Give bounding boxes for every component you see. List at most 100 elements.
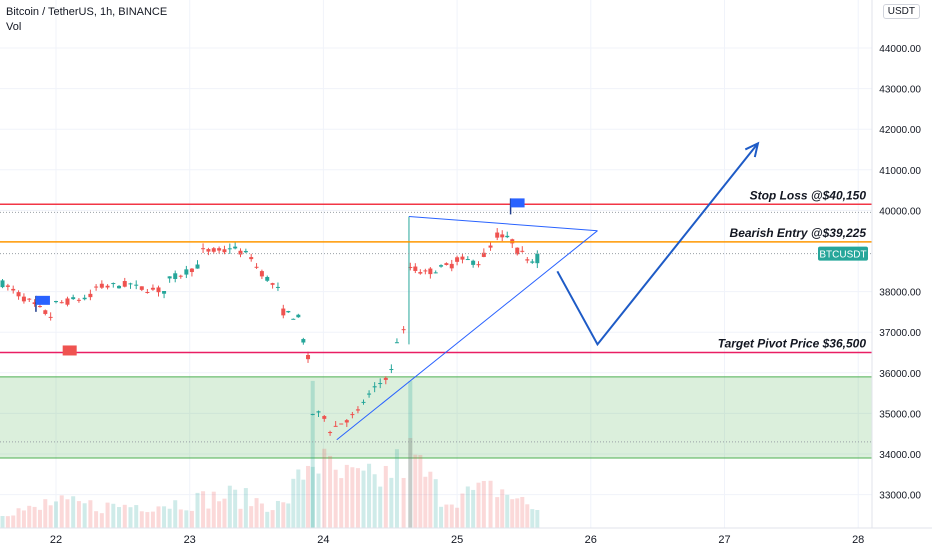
candle-body[interactable] <box>16 292 21 297</box>
candle-body[interactable] <box>21 296 26 302</box>
candlestick-series[interactable] <box>0 216 540 436</box>
candle-body[interactable] <box>117 285 122 289</box>
candle-body[interactable] <box>476 264 481 266</box>
candle-body[interactable] <box>201 248 206 250</box>
candle-body[interactable] <box>515 247 520 255</box>
candle-body[interactable] <box>184 269 189 275</box>
candle-body[interactable] <box>48 316 53 318</box>
candle-body[interactable] <box>173 273 178 279</box>
candle-body[interactable] <box>270 283 275 285</box>
candle-body[interactable] <box>222 249 227 253</box>
candle-body[interactable] <box>265 276 270 281</box>
candle-body[interactable] <box>401 329 406 331</box>
candle-body[interactable] <box>88 293 93 298</box>
candle-body[interactable] <box>530 261 535 263</box>
candle-body[interactable] <box>139 286 144 290</box>
candle-body[interactable] <box>195 264 200 269</box>
candle-body[interactable] <box>520 250 525 252</box>
candle-body[interactable] <box>322 416 327 419</box>
candle-body[interactable] <box>361 401 366 403</box>
candle-body[interactable] <box>316 411 321 413</box>
candle-body[interactable] <box>481 252 486 257</box>
candle-body[interactable] <box>189 268 194 273</box>
candle-body[interactable] <box>505 235 510 238</box>
candle-body[interactable] <box>525 259 530 261</box>
candle-body[interactable] <box>217 248 222 251</box>
candle-body[interactable] <box>413 266 418 271</box>
candle-body[interactable] <box>254 266 259 268</box>
candle-body[interactable] <box>383 377 388 380</box>
candle-body[interactable] <box>71 297 76 300</box>
candle-body[interactable] <box>281 308 286 316</box>
candle-body[interactable] <box>372 386 377 388</box>
candle-body[interactable] <box>5 285 10 287</box>
candle-body[interactable] <box>333 425 338 427</box>
candle-body[interactable] <box>243 250 248 253</box>
candle-body[interactable] <box>37 306 42 308</box>
candle-body[interactable] <box>418 272 423 274</box>
candle-body[interactable] <box>344 420 349 423</box>
candle-body[interactable] <box>150 287 155 290</box>
candle-body[interactable] <box>423 270 428 272</box>
candle-body[interactable] <box>535 253 540 264</box>
candle-body[interactable] <box>82 297 87 300</box>
candle-body[interactable] <box>275 286 280 288</box>
candle-body[interactable] <box>233 246 238 249</box>
candle-body[interactable] <box>378 383 383 385</box>
candle-body[interactable] <box>238 250 243 255</box>
candle-body[interactable] <box>211 248 216 252</box>
candle-body[interactable] <box>355 409 360 411</box>
candle-body[interactable] <box>433 272 438 274</box>
candle-body[interactable] <box>444 263 449 265</box>
candle-body[interactable] <box>460 256 465 260</box>
candle-body[interactable] <box>76 299 81 301</box>
candle-body[interactable] <box>471 260 476 265</box>
candle-body[interactable] <box>389 369 394 371</box>
candle-body[interactable] <box>134 284 139 286</box>
candle-body[interactable] <box>291 318 296 320</box>
candle-body[interactable] <box>65 298 70 305</box>
candle-body[interactable] <box>465 259 470 261</box>
candle-body[interactable] <box>350 414 355 416</box>
candle-body[interactable] <box>394 342 399 344</box>
candle-body[interactable] <box>105 285 110 288</box>
candle-body[interactable] <box>439 265 444 267</box>
candle-body[interactable] <box>500 234 505 238</box>
candle-body[interactable] <box>27 298 32 300</box>
candle-body[interactable] <box>11 288 16 291</box>
candle-body[interactable] <box>259 271 264 277</box>
candle-body[interactable] <box>162 291 167 294</box>
candle-body[interactable] <box>249 257 254 260</box>
candle-body[interactable] <box>296 314 301 318</box>
candle-body[interactable] <box>310 414 315 416</box>
candle-body[interactable] <box>145 291 150 293</box>
candle-body[interactable] <box>286 311 291 313</box>
candle-body[interactable] <box>367 393 372 395</box>
candle-body[interactable] <box>111 283 116 285</box>
candle-body[interactable] <box>167 276 172 279</box>
candle-body[interactable] <box>495 232 500 238</box>
candle-body[interactable] <box>178 275 183 277</box>
candle-body[interactable] <box>227 248 232 250</box>
candle-body[interactable] <box>94 286 99 288</box>
candle-body[interactable] <box>0 280 5 288</box>
candle-body[interactable] <box>54 301 58 303</box>
candle-body[interactable] <box>339 423 344 425</box>
candle-body[interactable] <box>156 287 161 293</box>
candle-body[interactable] <box>428 268 433 275</box>
currency-badge[interactable]: USDT <box>882 4 920 19</box>
candle-body[interactable] <box>128 283 133 285</box>
candle-body[interactable] <box>328 432 333 434</box>
candle-body[interactable] <box>32 302 37 305</box>
candle-body[interactable] <box>306 354 311 360</box>
candle-body[interactable] <box>449 263 454 269</box>
candle-body[interactable] <box>122 281 127 287</box>
candle-body[interactable] <box>43 310 48 314</box>
candle-body[interactable] <box>206 249 211 252</box>
candle-body[interactable] <box>59 302 64 304</box>
candle-body[interactable] <box>455 257 460 262</box>
candle-body[interactable] <box>99 283 104 288</box>
candle-body[interactable] <box>488 245 493 248</box>
candle-body[interactable] <box>408 266 413 268</box>
